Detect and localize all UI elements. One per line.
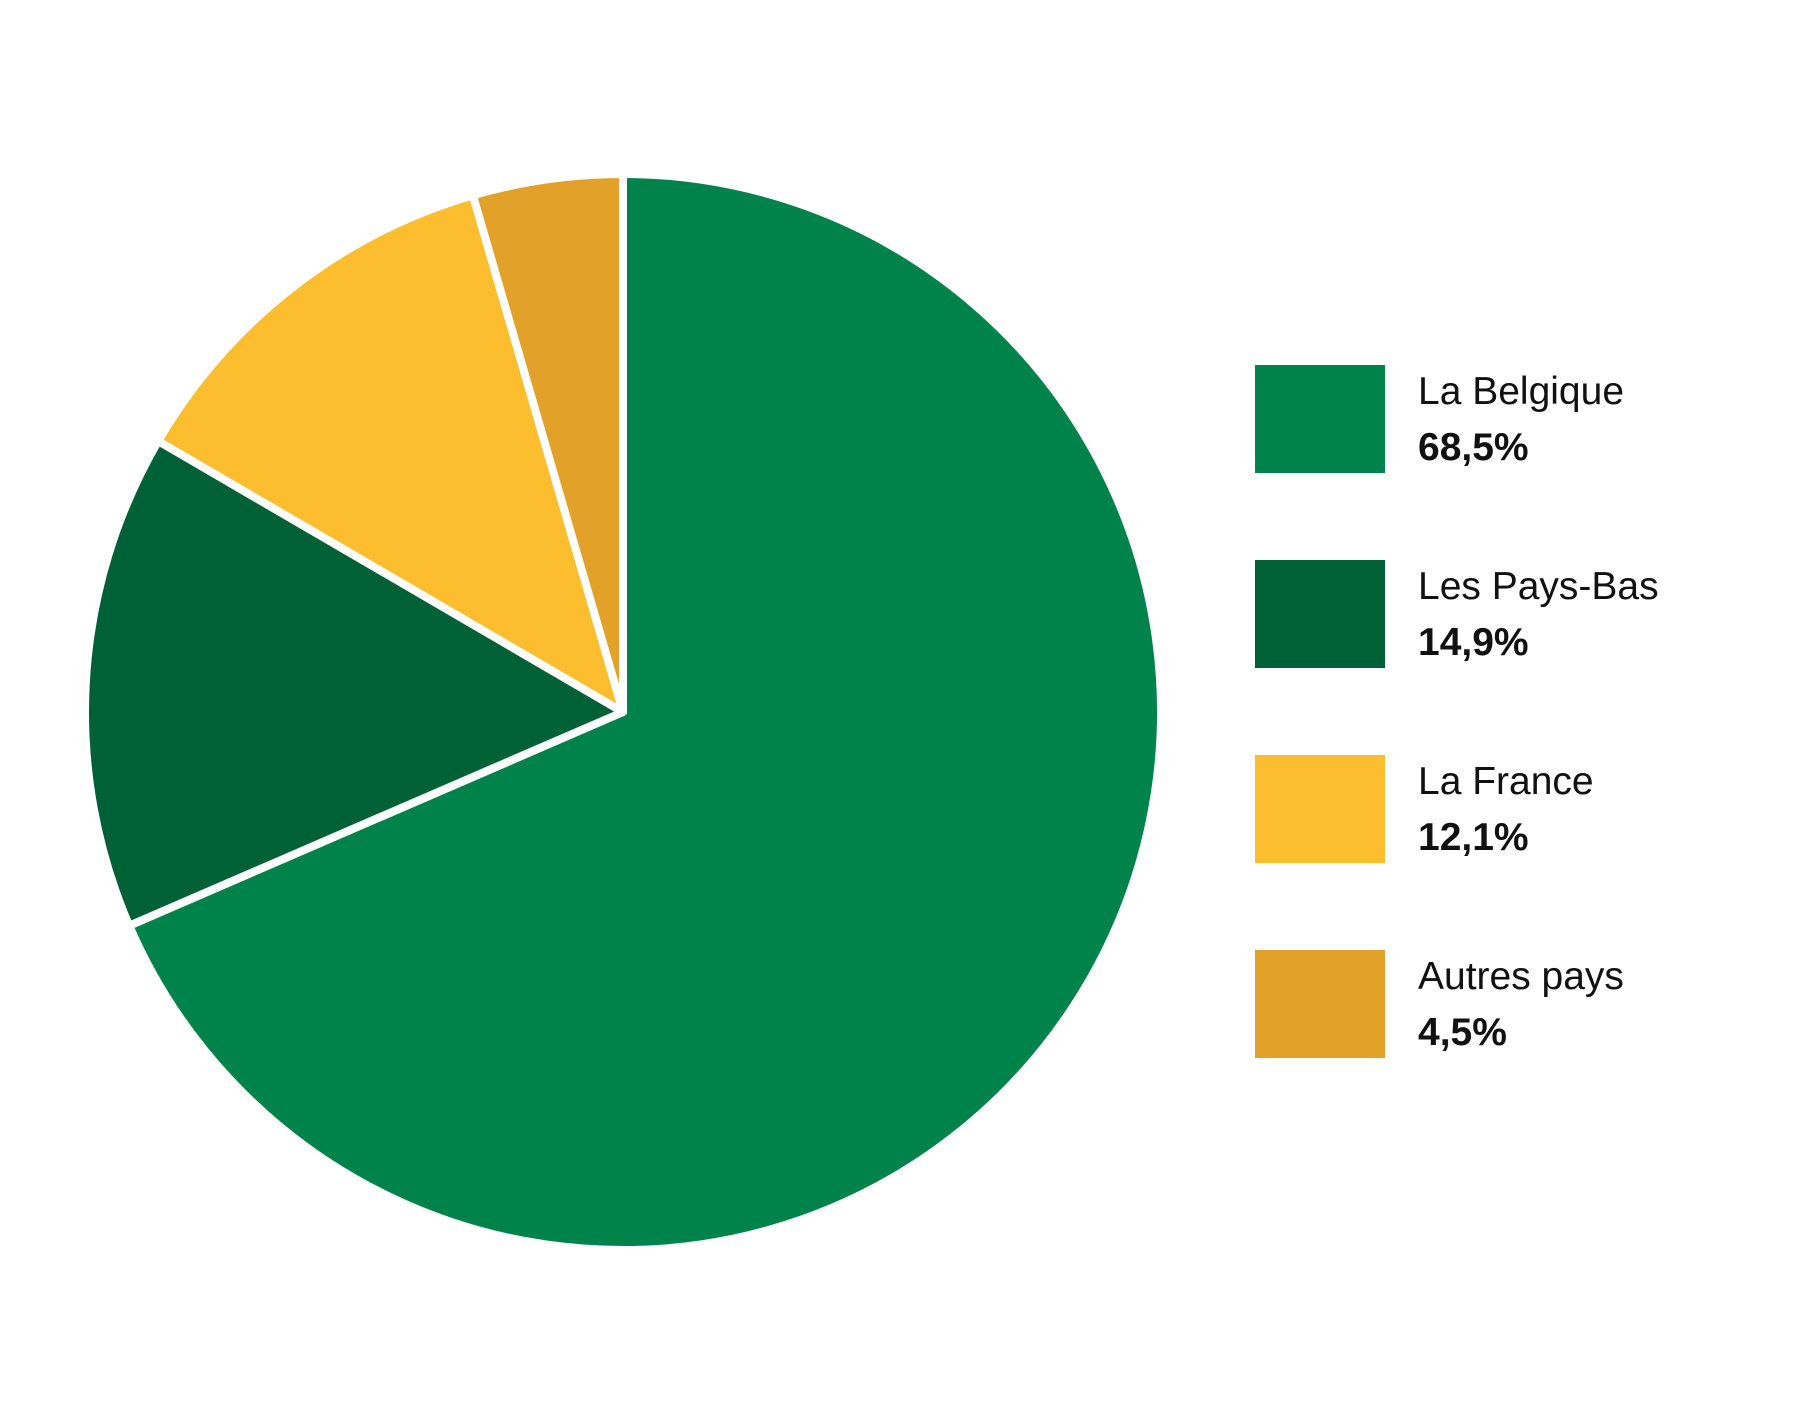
legend-swatch-pays-bas	[1255, 560, 1385, 668]
legend-swatch-belgique	[1255, 365, 1385, 473]
pie-slices	[81, 170, 1165, 1254]
legend-item-belgique: La Belgique 68,5%	[1255, 365, 1624, 473]
legend-label-autres: Autres pays	[1418, 955, 1624, 998]
legend: La Belgique 68,5% Les Pays-Bas 14,9% La …	[1255, 365, 1659, 1058]
legend-value-pays-bas: 14,9%	[1418, 621, 1529, 664]
legend-value-france: 12,1%	[1418, 816, 1529, 859]
legend-swatch-autres	[1255, 950, 1385, 1058]
legend-item-france: La France 12,1%	[1255, 755, 1594, 863]
legend-item-pays-bas: Les Pays-Bas 14,9%	[1255, 560, 1659, 668]
legend-label-france: La France	[1418, 760, 1594, 803]
legend-item-autres: Autres pays 4,5%	[1255, 950, 1624, 1058]
legend-value-belgique: 68,5%	[1418, 426, 1529, 469]
pie-slice-pays-bas	[81, 437, 627, 930]
pie-slice-belgique	[125, 170, 1165, 1254]
legend-value-autres: 4,5%	[1418, 1011, 1507, 1054]
legend-label-pays-bas: Les Pays-Bas	[1418, 565, 1659, 608]
pie-slice-autres	[468, 170, 627, 716]
legend-swatch-france	[1255, 755, 1385, 863]
legend-label-belgique: La Belgique	[1418, 370, 1624, 413]
